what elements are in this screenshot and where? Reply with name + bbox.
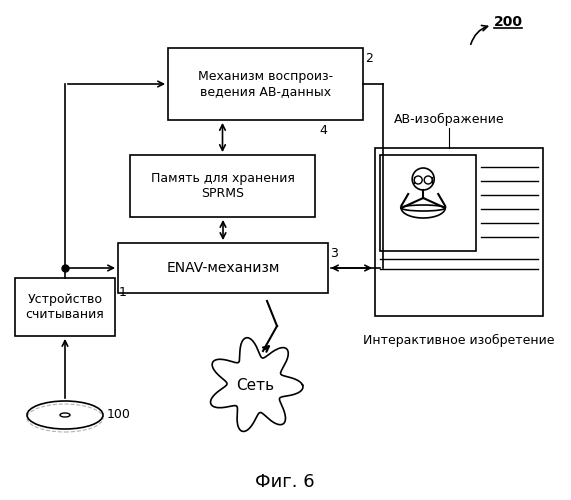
Text: 4: 4: [319, 124, 327, 136]
Text: 3: 3: [330, 247, 338, 260]
Text: Механизм воспроиз-
ведения АВ-данных: Механизм воспроиз- ведения АВ-данных: [198, 70, 333, 98]
Text: Сеть: Сеть: [236, 378, 274, 392]
Text: Память для хранения
SPRMS: Память для хранения SPRMS: [151, 172, 295, 200]
Bar: [130, 155, 315, 217]
Bar: [168, 48, 363, 120]
Text: ENAV-механизм: ENAV-механизм: [166, 261, 280, 275]
Polygon shape: [211, 338, 303, 432]
Text: Фиг. 6: Фиг. 6: [255, 473, 315, 491]
Text: 2: 2: [365, 52, 373, 65]
Text: 100: 100: [107, 408, 131, 422]
Bar: [380, 155, 476, 251]
Text: 200: 200: [494, 15, 523, 29]
Bar: [375, 148, 543, 316]
Text: Устройство
считывания: Устройство считывания: [26, 293, 104, 321]
Bar: [118, 243, 328, 293]
Text: Интерактивное изобретение: Интерактивное изобретение: [363, 334, 555, 347]
Text: 1: 1: [119, 286, 127, 299]
Text: АВ-изображение: АВ-изображение: [393, 113, 504, 126]
Bar: [15, 278, 115, 336]
